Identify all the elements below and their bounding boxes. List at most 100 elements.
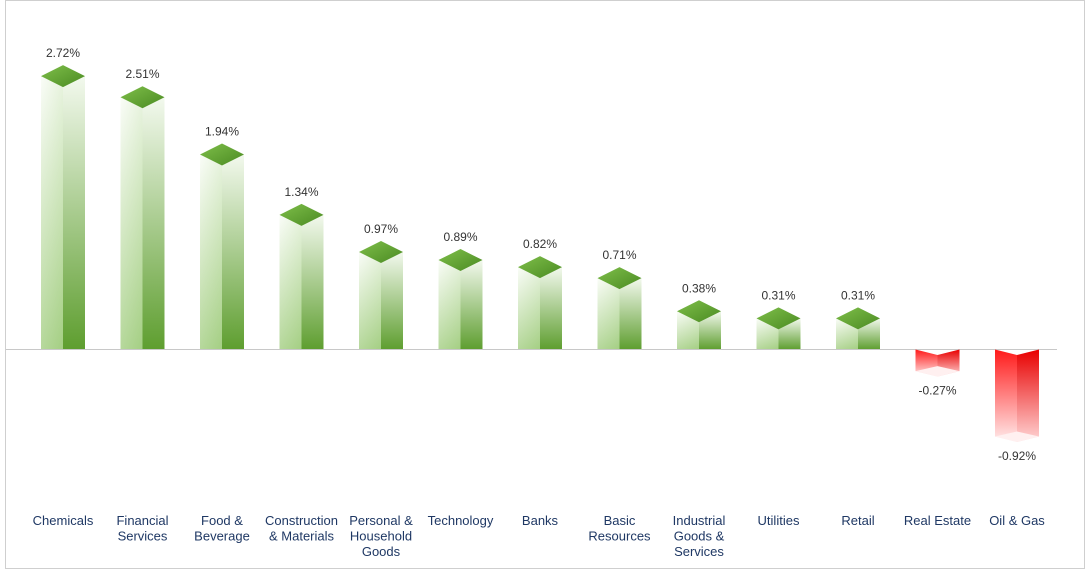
- bar-side-face: [699, 311, 721, 350]
- bar: [677, 300, 721, 350]
- bar-front-shade: [597, 278, 620, 350]
- category-label-line: Food &: [201, 513, 243, 528]
- bar-side-face: [222, 154, 244, 350]
- category-label: Financial Services: [116, 513, 168, 544]
- bar-side-face: [540, 267, 562, 350]
- bar-side-face: [381, 252, 403, 350]
- bar-front-shade: [677, 311, 699, 350]
- category-label-line: Construction: [265, 513, 338, 528]
- bar: [200, 143, 244, 350]
- category-label-line: Household: [350, 529, 412, 544]
- data-label: 0.97%: [364, 222, 398, 236]
- bar-front-shade: [200, 154, 222, 350]
- bar: [438, 249, 483, 350]
- data-label: 0.82%: [523, 237, 557, 251]
- bar-top-face: [597, 267, 642, 290]
- value-labels-layer: 2.72% 2.51% 1.94% 1.34% 0.97% 0.89% 0.82% 0.71%…: [46, 46, 1036, 463]
- bar: [995, 349, 1039, 442]
- category-label: Real Estate: [904, 513, 971, 528]
- data-label: 1.34%: [284, 185, 318, 199]
- bar-side-face: [858, 318, 880, 350]
- bar: [279, 203, 324, 350]
- category-label: Basic Resources: [588, 513, 651, 544]
- data-label: 0.31%: [841, 288, 875, 302]
- bar-top-face: [200, 143, 244, 166]
- category-label: Chemicals: [33, 513, 94, 528]
- bar-front-shade: [836, 318, 858, 350]
- category-label-line: Beverage: [194, 529, 250, 544]
- category-label-line: & Materials: [269, 529, 335, 544]
- category-label-line: Goods: [362, 544, 401, 559]
- category-label-line: Real Estate: [904, 513, 971, 528]
- bar-bottom-face: [915, 366, 960, 377]
- bar-top-face: [756, 307, 801, 330]
- bar-front-shade: [279, 214, 302, 350]
- category-label-line: Industrial: [673, 513, 726, 528]
- bar-side-face: [142, 97, 165, 350]
- negative-bars-layer: [915, 349, 1039, 442]
- category-label: Banks: [522, 513, 559, 528]
- bars-layer: [41, 65, 880, 350]
- bar-top-face: [359, 241, 403, 264]
- bar-top-face: [518, 256, 562, 279]
- category-label: Industrial Goods & Services: [673, 513, 726, 559]
- category-label: Food & Beverage: [194, 513, 250, 544]
- category-label-line: Oil & Gas: [989, 513, 1045, 528]
- bar: [836, 307, 880, 350]
- bar-side-face: [778, 318, 801, 350]
- bar: [120, 86, 165, 350]
- category-label: Retail: [841, 513, 874, 528]
- bar-top-face: [438, 249, 483, 272]
- bar-side-face: [619, 278, 642, 350]
- category-label-line: Resources: [588, 529, 651, 544]
- bar-front-shade: [756, 318, 779, 350]
- category-label-line: Banks: [522, 513, 559, 528]
- bar-side-face: [301, 214, 324, 350]
- category-label-line: Technology: [428, 513, 494, 528]
- bar-top-face: [41, 65, 85, 88]
- data-label: 2.51%: [125, 67, 159, 81]
- bar: [756, 307, 801, 350]
- category-label-line: Personal &: [349, 513, 413, 528]
- bar-front-shade: [41, 76, 63, 350]
- bar: [359, 241, 403, 350]
- data-label: -0.92%: [998, 449, 1036, 463]
- bar-top-face: [120, 86, 165, 109]
- bar-front-shade: [359, 252, 381, 350]
- bar: [597, 267, 642, 350]
- data-label: 0.31%: [761, 288, 795, 302]
- bar-side-face: [63, 76, 85, 350]
- category-label-line: Goods &: [674, 529, 725, 544]
- bar-front-face: [995, 349, 1017, 442]
- bar-top-face: [279, 203, 324, 226]
- category-label: Utilities: [758, 513, 800, 528]
- data-label: 0.89%: [443, 230, 477, 244]
- category-label-line: Services: [118, 529, 168, 544]
- bar-bottom-face: [995, 431, 1039, 442]
- bar: [518, 256, 562, 350]
- bar: [41, 65, 85, 350]
- category-label: Personal & Household Goods: [349, 513, 413, 559]
- category-label-line: Basic: [604, 513, 636, 528]
- bar: [915, 349, 960, 377]
- category-label-line: Utilities: [758, 513, 800, 528]
- data-label: -0.27%: [918, 384, 956, 398]
- data-label: 1.94%: [205, 125, 239, 139]
- bar-side-face: [1017, 349, 1039, 442]
- category-label: Oil & Gas: [989, 513, 1045, 528]
- bar-front-shade: [120, 97, 143, 350]
- category-label-line: Retail: [841, 513, 874, 528]
- data-label: 0.38%: [682, 281, 716, 295]
- category-label-line: Chemicals: [33, 513, 94, 528]
- category-label: Technology: [428, 513, 494, 528]
- bar-front-shade: [438, 260, 461, 350]
- category-label-line: Services: [674, 544, 724, 559]
- bar-front-shade: [518, 267, 540, 350]
- bar-top-face: [836, 307, 880, 330]
- bar-side-face: [460, 260, 483, 350]
- category-label: Construction & Materials: [265, 513, 338, 544]
- data-label: 2.72%: [46, 46, 80, 60]
- category-label-line: Financial: [116, 513, 168, 528]
